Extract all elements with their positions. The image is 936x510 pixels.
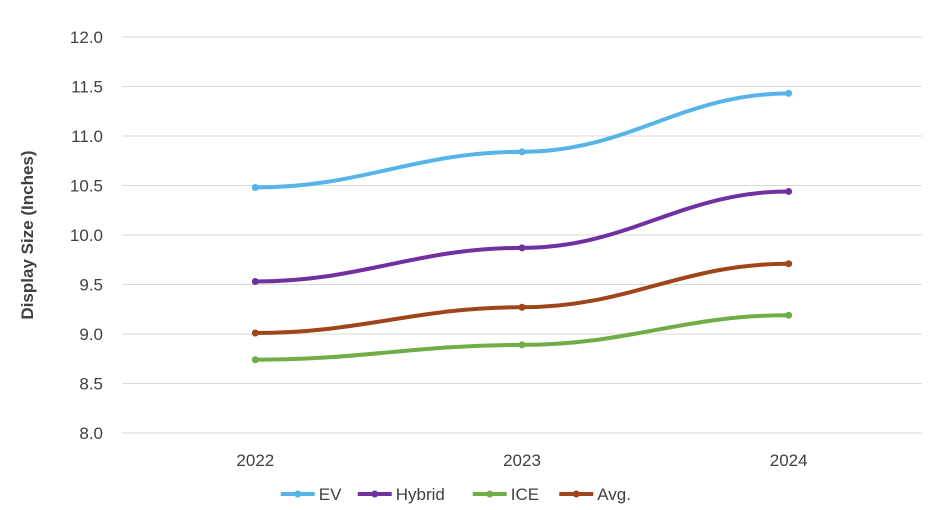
point-ev-2022 [251, 183, 259, 191]
x-axis-ticks: 2022 2023 2024 [236, 451, 807, 470]
point-avg-2022 [251, 329, 259, 337]
x-tick-label: 2023 [503, 451, 541, 470]
point-ice-2023 [518, 341, 526, 349]
legend-label-ev: EV [319, 485, 342, 504]
legend-label-avg: Avg. [597, 485, 631, 504]
legend-marker-hybrid [371, 490, 379, 498]
point-hybrid-2022 [251, 278, 259, 286]
y-tick-label: 9.0 [79, 325, 103, 344]
point-hybrid-2024 [785, 187, 793, 195]
y-tick-label: 11.5 [71, 78, 103, 97]
y-tick-label: 8.5 [79, 375, 103, 394]
point-avg-2023 [518, 303, 526, 311]
x-tick-label: 2022 [236, 451, 274, 470]
point-ice-2024 [785, 311, 793, 319]
point-avg-2024 [785, 260, 793, 268]
y-axis-label: Display Size (Inches) [18, 150, 37, 319]
y-axis-ticks: 8.0 8.5 9.0 9.5 10.0 10.5 11.0 11.5 12.0 [70, 28, 103, 443]
legend-marker-ev [294, 490, 302, 498]
y-tick-label: 11.0 [71, 127, 103, 146]
y-tick-label: 10.5 [70, 177, 103, 196]
legend-label-hybrid: Hybrid [396, 485, 445, 504]
point-hybrid-2023 [518, 244, 526, 252]
legend-label-ice: ICE [511, 485, 539, 504]
series-line-ice [253, 313, 791, 362]
series-lines [251, 89, 793, 364]
series-line-ev [253, 91, 791, 190]
legend: EV Hybrid ICE Avg. [280, 485, 631, 504]
y-tick-label: 9.5 [79, 276, 103, 295]
y-tick-label: 12.0 [70, 28, 103, 47]
series-line-hybrid [253, 189, 791, 284]
legend-marker-ice [486, 490, 494, 498]
point-ev-2023 [518, 148, 526, 156]
point-ice-2022 [251, 356, 259, 364]
x-tick-label: 2024 [770, 451, 808, 470]
y-tick-label: 10.0 [70, 226, 103, 245]
y-tick-label: 8.0 [79, 424, 103, 443]
legend-marker-avg [572, 490, 580, 498]
point-ev-2024 [785, 89, 793, 97]
gridlines [122, 36, 922, 434]
